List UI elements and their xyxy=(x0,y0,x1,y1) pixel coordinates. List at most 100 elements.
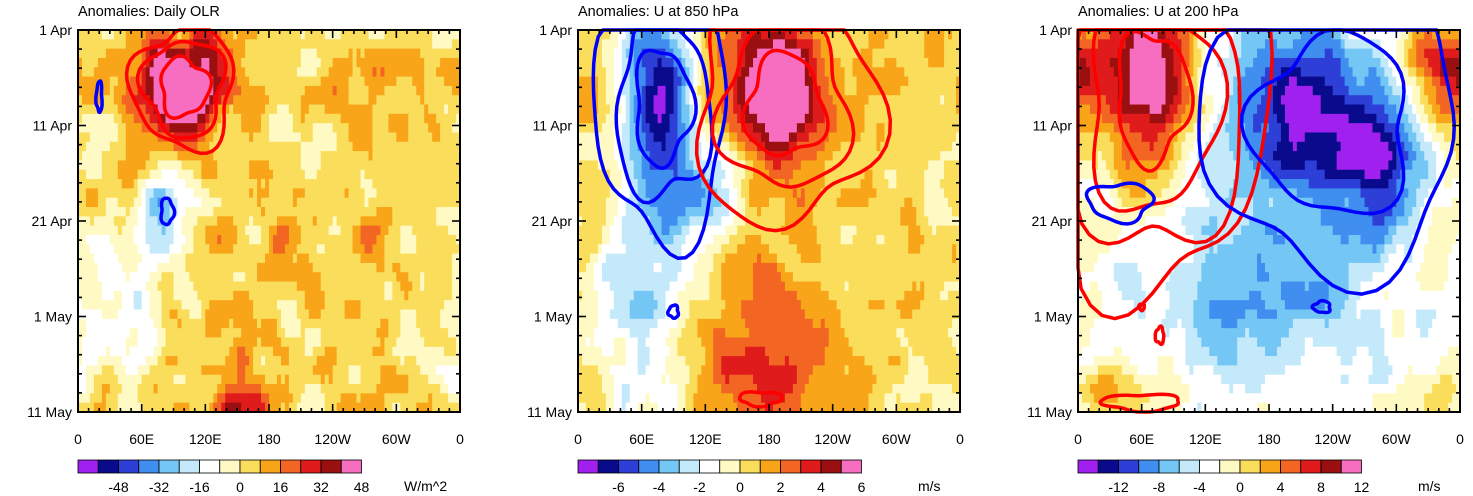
field-cell xyxy=(253,169,258,180)
field-cell xyxy=(384,104,389,115)
field-cell xyxy=(737,67,742,78)
field-cell xyxy=(229,402,234,413)
field-cell xyxy=(141,67,147,78)
field-cell xyxy=(149,253,155,264)
field-cell xyxy=(173,95,179,106)
field-cell xyxy=(133,290,139,301)
field-cell xyxy=(800,30,806,40)
field-cell xyxy=(280,30,286,40)
field-cell xyxy=(81,160,87,171)
field-cell xyxy=(249,39,254,50)
field-cell xyxy=(780,76,786,87)
field-cell xyxy=(852,76,858,87)
field-cell xyxy=(685,39,691,50)
field-cell xyxy=(85,160,91,171)
field-cell xyxy=(97,253,103,264)
field-cell xyxy=(324,151,330,162)
field-cell xyxy=(261,169,266,180)
field-cell xyxy=(249,234,254,245)
field-cell xyxy=(257,169,262,180)
field-cell xyxy=(340,48,346,59)
field-cell xyxy=(336,95,342,106)
field-cell xyxy=(876,85,882,96)
field-cell xyxy=(452,132,457,143)
field-cell xyxy=(296,141,302,152)
field-cell xyxy=(780,39,786,50)
field-cell xyxy=(145,253,151,264)
field-cell xyxy=(129,151,135,162)
field-cell xyxy=(420,207,425,217)
field-cell xyxy=(284,384,290,394)
field-cell xyxy=(197,365,202,376)
field-cell xyxy=(352,76,358,87)
field-cell xyxy=(93,309,99,320)
field-cell xyxy=(145,39,151,50)
field-cell xyxy=(280,234,286,245)
field-cell xyxy=(257,151,262,162)
field-cell xyxy=(368,244,374,255)
field-cell xyxy=(265,402,270,413)
field-cell xyxy=(257,281,262,292)
field-cell xyxy=(113,393,119,404)
field-cell xyxy=(181,169,187,180)
field-cell xyxy=(173,374,179,385)
field-cell xyxy=(237,67,242,78)
field-cell xyxy=(352,30,358,40)
field-cell xyxy=(237,337,242,348)
field-cell xyxy=(852,48,858,59)
field-cell xyxy=(332,253,338,264)
field-cell xyxy=(593,67,599,78)
field-cell xyxy=(105,76,111,87)
field-cell xyxy=(137,393,143,404)
field-cell xyxy=(129,253,135,264)
field-cell xyxy=(181,318,187,329)
field-cell xyxy=(348,179,354,189)
field-cell xyxy=(388,132,393,143)
field-cell xyxy=(173,309,179,320)
field-cell xyxy=(197,290,202,301)
field-cell xyxy=(137,160,143,171)
field-cell xyxy=(129,104,135,115)
field-cell xyxy=(105,244,111,255)
field-cell xyxy=(161,169,167,180)
field-cell xyxy=(324,281,330,292)
field-cell xyxy=(661,67,667,78)
field-cell xyxy=(225,234,230,245)
field-cell xyxy=(352,141,358,152)
field-cell xyxy=(161,272,167,283)
field-cell xyxy=(209,374,214,385)
field-cell xyxy=(117,85,123,96)
field-cell xyxy=(265,123,270,134)
field-cell xyxy=(284,188,290,199)
field-cell xyxy=(404,197,409,208)
field-cell xyxy=(316,113,322,124)
field-cell xyxy=(336,179,342,189)
field-cell xyxy=(225,253,230,264)
field-cell xyxy=(364,253,370,264)
field-cell xyxy=(896,48,901,59)
field-cell xyxy=(416,85,421,96)
field-cell xyxy=(300,132,306,143)
field-cell xyxy=(432,374,437,385)
field-cell xyxy=(269,328,274,339)
field-cell xyxy=(276,197,282,208)
field-cell xyxy=(396,169,401,180)
field-cell xyxy=(189,216,194,227)
field-cell xyxy=(125,104,131,115)
field-cell xyxy=(233,48,238,59)
field-cell xyxy=(717,95,722,106)
field-cell xyxy=(157,262,163,273)
field-cell xyxy=(380,393,385,404)
field-cell xyxy=(436,104,441,115)
field-cell xyxy=(776,48,782,59)
field-cell xyxy=(121,104,127,115)
field-cell xyxy=(97,234,103,245)
field-cell xyxy=(149,384,155,394)
field-cell xyxy=(605,48,611,59)
field-cell xyxy=(753,67,758,78)
field-cell xyxy=(304,39,310,50)
field-cell xyxy=(117,346,123,357)
field-cell xyxy=(288,374,294,385)
field-cell xyxy=(169,356,175,367)
field-cell xyxy=(376,365,382,376)
